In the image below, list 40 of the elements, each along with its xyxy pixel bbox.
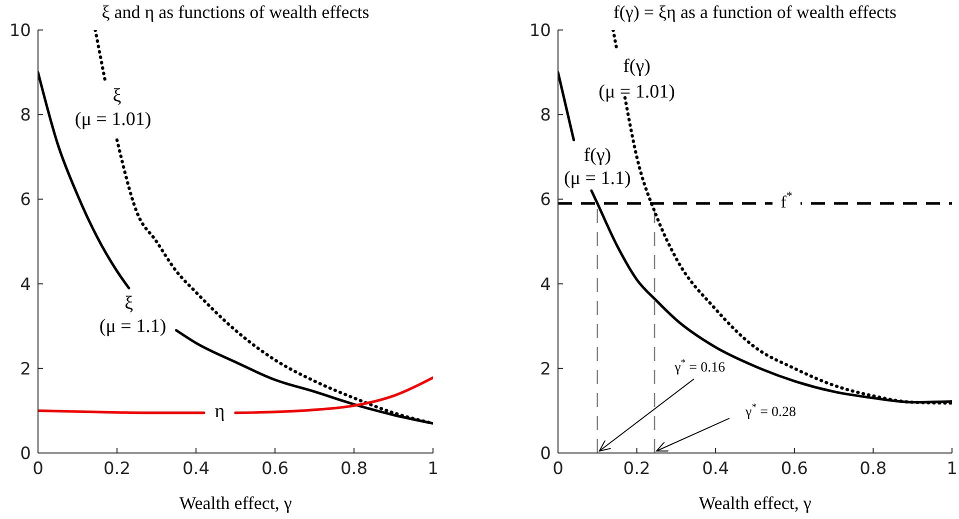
x-tick-label: 0.2 bbox=[103, 459, 131, 480]
ref-line-label: f$^{*}$ bbox=[780, 188, 792, 212]
y-tick-label: 4 bbox=[20, 274, 31, 295]
chart-title: ξ and η as functions of wealth effects bbox=[102, 2, 370, 22]
annotation: γ$^{*}$ = 0.28 bbox=[744, 402, 796, 420]
y-tick-label: 10 bbox=[9, 21, 31, 42]
x-axis-title: Wealth effect, γ bbox=[698, 493, 812, 514]
chart-title: f(γ) = ξη as a function of wealth effects bbox=[613, 2, 897, 22]
x-axis-title: Wealth effect, γ bbox=[179, 493, 292, 514]
y-tick-label: 0 bbox=[540, 444, 551, 464]
x-tick-label: 1 bbox=[428, 459, 438, 480]
annotation: η bbox=[214, 401, 225, 422]
annotation: γ$^{*}$ = 0.16 bbox=[674, 357, 726, 376]
x-tick-label: 0.4 bbox=[702, 459, 730, 480]
y-tick-label: 4 bbox=[540, 274, 551, 295]
y-tick-label: 6 bbox=[540, 190, 551, 210]
y-tick-label: 10 bbox=[529, 21, 551, 42]
annotation: f(γ) bbox=[584, 145, 612, 166]
x-tick-label: 0.2 bbox=[623, 459, 650, 480]
x-tick-label: 0 bbox=[552, 459, 564, 480]
x-tick-label: 0.6 bbox=[261, 459, 289, 480]
y-tick-label: 8 bbox=[540, 106, 551, 126]
annotation: (μ = 1.01) bbox=[598, 82, 675, 103]
annotation: ξ bbox=[112, 86, 122, 108]
x-tick-label: 1 bbox=[946, 459, 958, 480]
y-tick-label: 6 bbox=[20, 190, 31, 210]
x-tick-label: 0.6 bbox=[780, 459, 808, 480]
y-tick-label: 2 bbox=[540, 359, 551, 380]
y-tick-label: 2 bbox=[20, 359, 31, 380]
annotation: (μ = 1.1) bbox=[99, 316, 166, 338]
annotation: f(γ) bbox=[623, 56, 650, 78]
x-tick-label: 0.8 bbox=[860, 459, 887, 480]
x-tick-label: 0 bbox=[32, 459, 44, 480]
y-tick-label: 8 bbox=[20, 106, 31, 126]
annotation: (μ = 1.1) bbox=[564, 168, 631, 190]
y-tick-label: 0 bbox=[20, 444, 31, 464]
annotation: ξ bbox=[124, 293, 134, 314]
annotation: (μ = 1.01) bbox=[74, 109, 152, 130]
x-tick-label: 0.4 bbox=[182, 459, 210, 480]
x-tick-label: 0.8 bbox=[340, 459, 368, 480]
